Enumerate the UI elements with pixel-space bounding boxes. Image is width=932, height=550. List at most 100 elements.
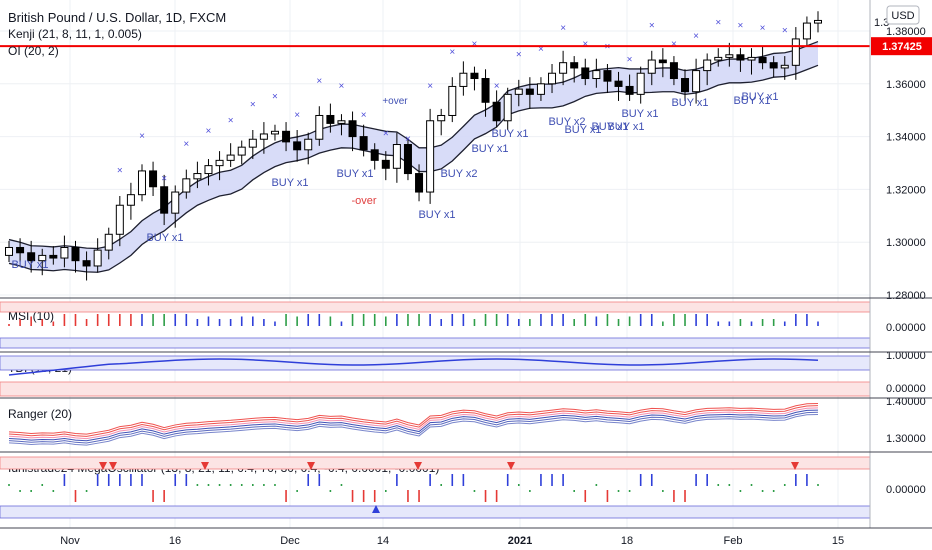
panel-tick: 1.40000	[886, 396, 926, 408]
msi-bar	[783, 321, 786, 326]
candle-body	[304, 138, 313, 151]
candle-body	[459, 72, 468, 87]
candle	[636, 66, 645, 104]
msi-bar	[263, 319, 265, 326]
msi-bar	[617, 319, 620, 326]
msi-upper-zone	[0, 301, 871, 313]
buy-label: BUY x2	[548, 116, 585, 128]
mega-bar	[739, 490, 742, 492]
candle-body	[16, 246, 25, 254]
mega-down-arrow	[99, 462, 107, 470]
mega-bar	[274, 484, 276, 486]
panel-tick: 1.00000	[886, 350, 926, 362]
cross-marker: ×	[361, 110, 367, 121]
candle	[27, 240, 36, 273]
mega-down-arrow	[201, 462, 209, 470]
candle	[581, 58, 590, 86]
buy-label: BUY x1	[418, 209, 455, 221]
candle	[315, 106, 324, 146]
mega-bar	[218, 484, 221, 486]
mega-bar	[473, 490, 476, 492]
candle-body	[525, 88, 534, 95]
msi-bar	[119, 314, 121, 326]
ranger-line	[8, 413, 819, 446]
candle	[293, 130, 302, 162]
candle-body	[426, 120, 435, 193]
candle	[137, 164, 146, 202]
price-tick: 1.34000	[886, 132, 926, 144]
mega-bar	[584, 490, 587, 502]
over-label-plus: +over	[382, 96, 408, 107]
msi-bar	[52, 321, 55, 326]
cross-marker: ×	[582, 39, 588, 50]
mega-bar	[41, 484, 44, 486]
candle	[459, 61, 468, 96]
candle	[448, 77, 457, 123]
candle-body	[814, 19, 822, 24]
mega-bar	[606, 490, 609, 502]
msi-bar	[529, 319, 531, 326]
mega-bar	[817, 484, 819, 486]
msi-bar	[540, 314, 542, 326]
cross-marker: ×	[316, 76, 322, 87]
candle-body	[503, 93, 512, 122]
cross-marker: ×	[627, 55, 633, 66]
buy-label: BUY x1	[336, 168, 373, 180]
candle	[392, 132, 401, 183]
mega-bar	[662, 490, 664, 492]
msi-bar	[218, 319, 221, 326]
candle-body	[669, 62, 678, 80]
mega-lower-zone	[0, 505, 871, 519]
msi-bar	[706, 314, 708, 326]
cross-marker: ×	[472, 39, 478, 50]
candles-layer[interactable]	[5, 11, 822, 281]
msi-bar	[85, 319, 88, 326]
candle-body	[481, 78, 490, 103]
candle-body	[448, 85, 457, 116]
cross-marker: ×	[383, 129, 389, 140]
candle	[802, 16, 811, 46]
candle-body	[82, 260, 91, 267]
mega-bar	[362, 490, 365, 502]
msi-bar	[96, 314, 99, 326]
msi-bar	[584, 314, 587, 326]
candle	[647, 50, 656, 86]
candle-body	[681, 78, 690, 93]
mega-bar	[728, 484, 731, 486]
msi-bar	[606, 314, 609, 326]
cross-marker: ×	[693, 31, 699, 42]
candle	[149, 161, 158, 196]
mega-bar	[19, 490, 21, 492]
mega-bar	[772, 490, 775, 492]
candle	[814, 11, 822, 33]
msi-bar	[41, 319, 44, 326]
mega-bar	[252, 484, 254, 486]
currency-button[interactable]: USD	[886, 5, 920, 25]
candle	[403, 137, 412, 181]
mega-bar	[74, 490, 77, 502]
buy-label: BUY x1	[607, 121, 644, 133]
mega-down-arrow	[791, 462, 799, 470]
mega-bar	[617, 490, 620, 492]
band-upper-line	[8, 40, 819, 250]
msi-bar	[252, 316, 254, 326]
candle-body	[204, 165, 213, 175]
candle	[592, 58, 601, 88]
candle-body	[802, 22, 811, 40]
msi-bar	[429, 314, 431, 326]
mega-bar	[196, 484, 199, 486]
oi-label: OI (20, 2)	[8, 44, 59, 58]
buy-label: BUY x1	[491, 128, 528, 140]
candle-body	[592, 70, 601, 80]
cross-marker: ×	[183, 139, 189, 150]
ranger-line	[8, 407, 819, 440]
candle-body	[193, 173, 202, 180]
mega-bar	[107, 474, 110, 486]
mega-bar	[717, 484, 720, 486]
mega-bar	[761, 490, 764, 492]
mega-bar	[229, 484, 232, 486]
candle	[71, 240, 80, 273]
mega-bar	[684, 490, 686, 502]
msi-bar	[662, 321, 664, 326]
